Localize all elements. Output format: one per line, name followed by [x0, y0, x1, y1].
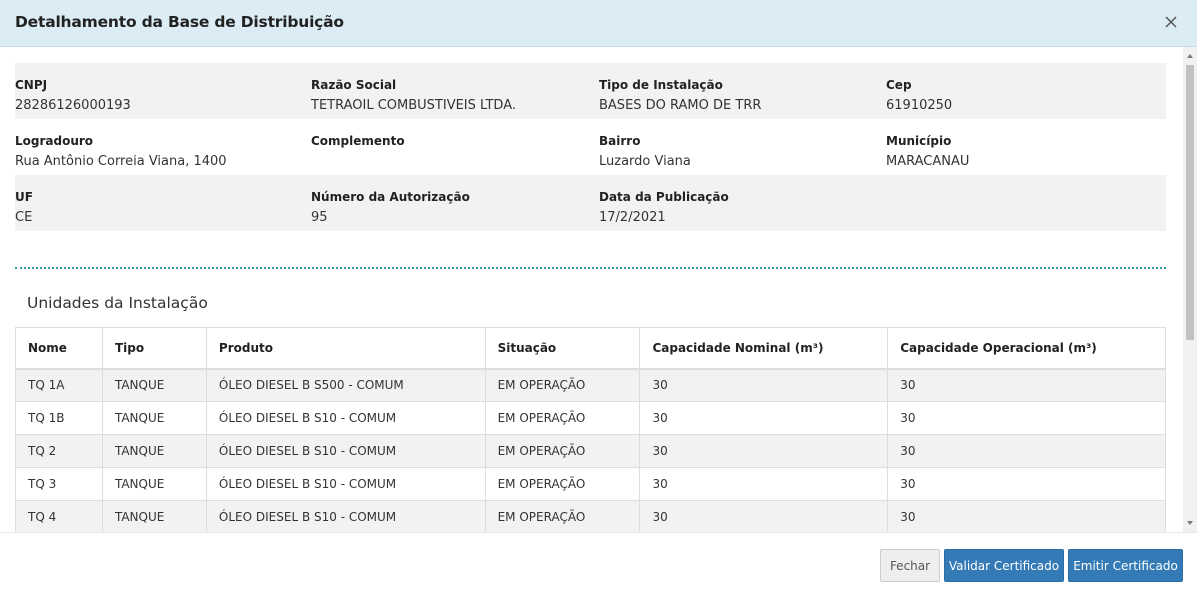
units-table: Nome Tipo Produto Situação Capacidade No…: [15, 327, 1166, 532]
chevron-up-icon[interactable]: [1186, 52, 1194, 60]
cell-produto: ÓLEO DIESEL B S10 - COMUM: [205, 467, 486, 501]
info-field-bairro: Bairro Luzardo Viana: [599, 119, 886, 172]
modal-footer: Fechar Validar Certificado Emitir Certif…: [0, 532, 1197, 592]
field-value: [311, 152, 599, 172]
close-modal-button[interactable]: Fechar: [880, 549, 940, 582]
field-value: 28286126000193: [15, 98, 131, 113]
cell-produto: ÓLEO DIESEL B S10 - COMUM: [205, 434, 486, 468]
cell-capacidade-nominal: 30: [639, 500, 889, 532]
info-field-razao-social: Razão Social TETRAOIL COMBUSTIVEIS LTDA.: [311, 63, 599, 116]
close-button[interactable]: [1161, 12, 1181, 32]
cell-situacao: EM OPERAÇÃO: [484, 467, 641, 501]
table-header-row: Nome Tipo Produto Situação Capacidade No…: [15, 327, 1166, 370]
cell-capacidade-operacional: 30: [887, 368, 1166, 402]
info-row: CNPJ 28286126000193 Razão Social TETRAOI…: [15, 63, 1166, 119]
info-field-logradouro: Logradouro Rua Antônio Correia Viana, 14…: [15, 119, 311, 172]
cell-nome: TQ 2: [15, 434, 103, 468]
field-value: TETRAOIL COMBUSTIVEIS LTDA.: [311, 98, 516, 113]
cell-situacao: EM OPERAÇÃO: [484, 434, 641, 468]
cell-situacao: EM OPERAÇÃO: [484, 368, 641, 402]
field-value: MARACANAU: [886, 154, 970, 169]
column-header-nome[interactable]: Nome: [15, 327, 103, 370]
field-label: Tipo de Instalação: [599, 78, 723, 92]
modal-body: CNPJ 28286126000193 Razão Social TETRAOI…: [0, 47, 1183, 532]
column-header-situacao[interactable]: Situação: [484, 327, 641, 370]
section-divider: [15, 267, 1166, 269]
cell-situacao: EM OPERAÇÃO: [484, 500, 641, 532]
field-label: Cep: [886, 78, 912, 92]
table-row: TQ 1B TANQUE ÓLEO DIESEL B S10 - COMUM E…: [15, 401, 1166, 435]
field-value: 17/2/2021: [599, 210, 666, 225]
cell-nome: TQ 4: [15, 500, 103, 532]
cell-capacidade-operacional: 30: [887, 500, 1166, 532]
field-value: Rua Antônio Correia Viana, 1400: [15, 154, 227, 169]
info-row: Logradouro Rua Antônio Correia Viana, 14…: [15, 119, 1166, 175]
info-field-tipo-instalacao: Tipo de Instalação BASES DO RAMO DE TRR: [599, 63, 886, 116]
cell-capacidade-nominal: 30: [639, 467, 889, 501]
info-field-numero-autorizacao: Número da Autorização 95: [311, 175, 599, 228]
info-field-municipio: Município MARACANAU: [886, 119, 1166, 172]
modal-header: Detalhamento da Base de Distribuição: [0, 0, 1197, 47]
info-field-data-publicacao: Data da Publicação 17/2/2021: [599, 175, 886, 228]
validate-certificate-button[interactable]: Validar Certificado: [944, 549, 1064, 582]
column-header-capacidade-nominal[interactable]: Capacidade Nominal (m³): [639, 327, 889, 370]
cell-produto: ÓLEO DIESEL B S500 - COMUM: [205, 368, 486, 402]
cell-tipo: TANQUE: [101, 401, 207, 435]
table-row: TQ 2 TANQUE ÓLEO DIESEL B S10 - COMUM EM…: [15, 434, 1166, 468]
field-value: 61910250: [886, 98, 953, 113]
info-row: UF CE Número da Autorização 95 Data da P…: [15, 175, 1166, 231]
cell-tipo: TANQUE: [101, 368, 207, 402]
info-field-empty: [886, 175, 1166, 228]
cell-capacidade-operacional: 30: [887, 401, 1166, 435]
installation-info-grid: CNPJ 28286126000193 Razão Social TETRAOI…: [15, 63, 1166, 231]
field-label: [886, 189, 1166, 206]
info-field-cnpj: CNPJ 28286126000193: [15, 63, 311, 116]
cell-capacidade-nominal: 30: [639, 368, 889, 402]
column-header-capacidade-operacional[interactable]: Capacidade Operacional (m³): [887, 327, 1166, 370]
field-value: Luzardo Viana: [599, 154, 691, 169]
cell-capacidade-nominal: 30: [639, 401, 889, 435]
table-row: TQ 4 TANQUE ÓLEO DIESEL B S10 - COMUM EM…: [15, 500, 1166, 532]
field-value: 95: [311, 210, 328, 225]
chevron-down-icon[interactable]: [1186, 519, 1194, 527]
cell-tipo: TANQUE: [101, 467, 207, 501]
field-value: [886, 208, 1166, 228]
field-value: BASES DO RAMO DE TRR: [599, 98, 762, 113]
cell-capacidade-operacional: 30: [887, 434, 1166, 468]
field-label: Município: [886, 134, 952, 148]
vertical-scrollbar[interactable]: [1183, 47, 1197, 532]
scrollbar-thumb[interactable]: [1186, 65, 1194, 340]
modal-title: Detalhamento da Base de Distribuição: [15, 13, 344, 31]
cell-nome: TQ 3: [15, 467, 103, 501]
field-label: CNPJ: [15, 78, 48, 92]
field-label: Complemento: [311, 134, 405, 148]
cell-capacidade-operacional: 30: [887, 467, 1166, 501]
column-header-tipo[interactable]: Tipo: [101, 327, 207, 370]
info-field-uf: UF CE: [15, 175, 311, 228]
info-field-complemento: Complemento: [311, 119, 599, 172]
cell-tipo: TANQUE: [101, 434, 207, 468]
field-label: Logradouro: [15, 134, 94, 148]
cell-situacao: EM OPERAÇÃO: [484, 401, 641, 435]
info-field-cep: Cep 61910250: [886, 63, 1166, 116]
field-label: Bairro: [599, 134, 641, 148]
cell-nome: TQ 1A: [15, 368, 103, 402]
cell-produto: ÓLEO DIESEL B S10 - COMUM: [205, 500, 486, 532]
field-value: CE: [15, 210, 33, 225]
field-label: Número da Autorização: [311, 190, 470, 204]
issue-certificate-button[interactable]: Emitir Certificado: [1068, 549, 1183, 582]
field-label: Razão Social: [311, 78, 397, 92]
table-row: TQ 3 TANQUE ÓLEO DIESEL B S10 - COMUM EM…: [15, 467, 1166, 501]
column-header-produto[interactable]: Produto: [205, 327, 486, 370]
table-row: TQ 1A TANQUE ÓLEO DIESEL B S500 - COMUM …: [15, 368, 1166, 402]
cell-capacidade-nominal: 30: [639, 434, 889, 468]
field-label: Data da Publicação: [599, 190, 729, 204]
cell-tipo: TANQUE: [101, 500, 207, 532]
units-section-title: Unidades da Instalação: [27, 294, 208, 312]
close-icon: [1165, 16, 1177, 28]
field-label: UF: [15, 190, 33, 204]
cell-produto: ÓLEO DIESEL B S10 - COMUM: [205, 401, 486, 435]
cell-nome: TQ 1B: [15, 401, 103, 435]
